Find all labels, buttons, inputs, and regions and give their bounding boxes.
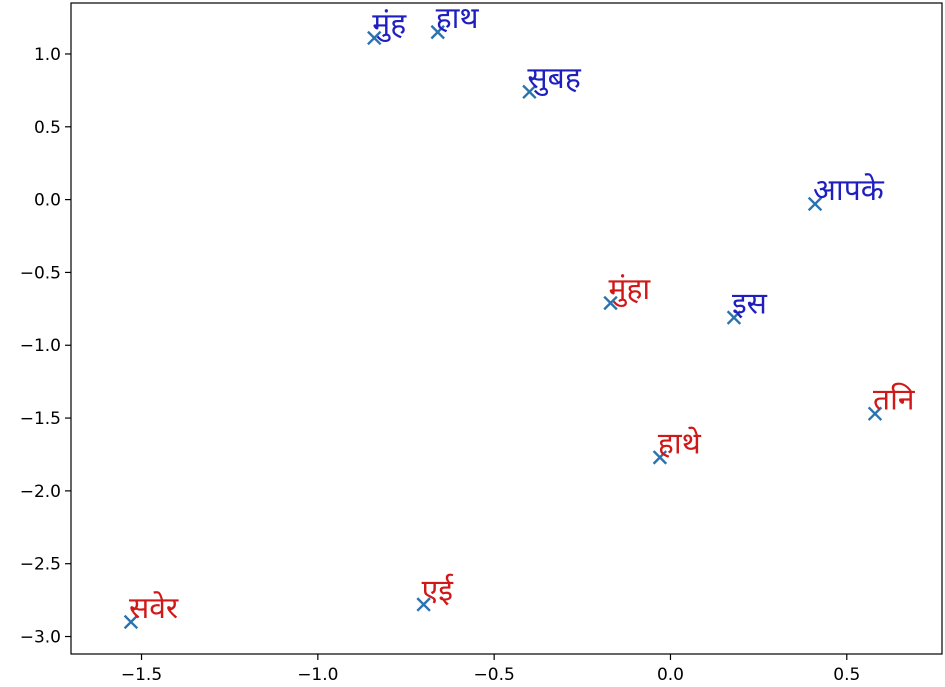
point-label: हाथ <box>436 1 480 36</box>
x-tick-label: 0.0 <box>657 665 684 685</box>
y-tick-label: −3.0 <box>20 628 61 648</box>
y-axis: 1.0 0.5 0.0 −0.5 −1.0 −1.5 −2.0 −2.5 −3.0 <box>20 45 71 648</box>
x-marker <box>603 295 618 311</box>
x-tick-label: −1.5 <box>121 665 162 685</box>
x-marker <box>416 597 431 612</box>
data-point: सवेर <box>123 591 179 630</box>
data-point: हाथे <box>652 426 702 465</box>
data-point: तनि <box>867 383 916 421</box>
x-marker <box>123 614 139 630</box>
x-tick-label: −0.5 <box>474 665 515 685</box>
y-tick-label: −2.0 <box>20 482 61 502</box>
point-label: सुबह <box>527 61 581 97</box>
data-point: मुंहा <box>603 272 652 311</box>
point-label: तनि <box>873 383 916 418</box>
x-marker <box>807 196 823 212</box>
x-axis: −1.5 −1.0 −0.5 0.0 0.5 <box>121 654 860 685</box>
y-tick-label: −1.0 <box>20 336 61 356</box>
y-tick-label: 0.0 <box>34 191 61 211</box>
data-points: मुंह हाथ सुबह आपके इस मुंहा तनि हाथे एई सवेर <box>123 1 916 630</box>
data-point: इस <box>726 287 768 325</box>
y-tick-label: 0.5 <box>34 118 61 138</box>
point-label: इस <box>732 287 768 322</box>
y-tick-label: 1.0 <box>34 45 61 65</box>
point-label: सवेर <box>129 591 179 626</box>
data-point: एई <box>416 573 455 612</box>
x-marker <box>367 30 382 46</box>
x-marker <box>726 310 742 325</box>
x-marker <box>652 450 668 465</box>
point-label: मुंह <box>372 7 407 43</box>
x-marker <box>430 24 445 40</box>
x-marker <box>522 84 537 100</box>
point-label: मुंहा <box>609 272 652 308</box>
y-tick-label: −0.5 <box>20 263 61 283</box>
x-marker <box>867 406 883 421</box>
data-point: आपके <box>807 173 885 212</box>
point-label: आपके <box>813 173 885 208</box>
plot-frame <box>70 2 943 655</box>
data-point: हाथ <box>430 1 480 40</box>
point-label: एई <box>422 573 455 608</box>
y-tick-label: −1.5 <box>20 409 61 429</box>
x-tick-label: −1.0 <box>297 665 338 685</box>
point-label: हाथे <box>658 426 702 461</box>
y-tick-label: −2.5 <box>20 555 61 575</box>
data-point: सुबह <box>522 61 582 100</box>
data-point: मुंह <box>367 7 407 46</box>
x-tick-label: 0.5 <box>833 665 860 685</box>
